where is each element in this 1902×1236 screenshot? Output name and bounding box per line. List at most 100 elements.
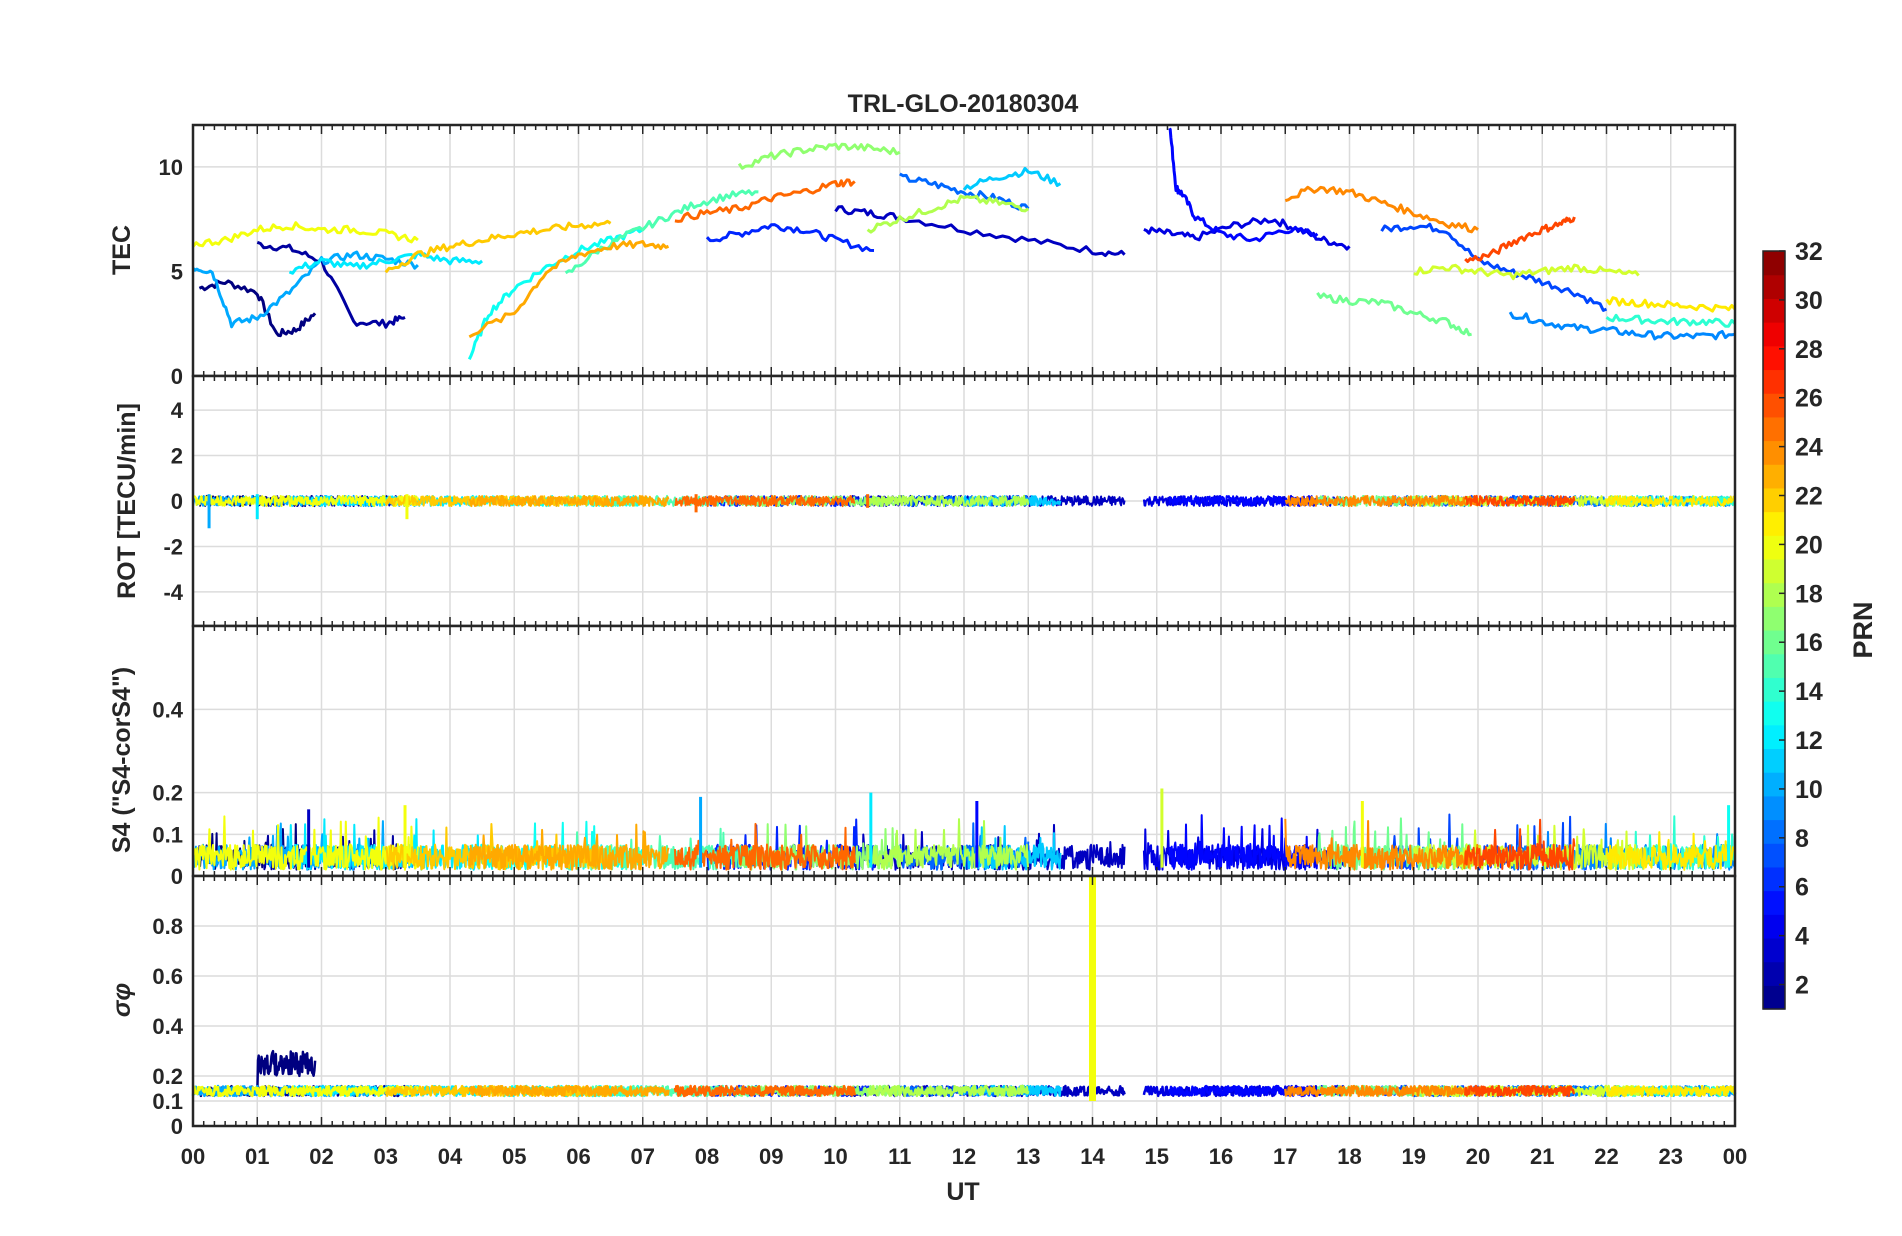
colorbar-tick-label: 14 — [1795, 678, 1823, 706]
prn-series-line — [737, 142, 901, 170]
colorbar-segment — [1763, 985, 1785, 1010]
colorbar-segment — [1763, 843, 1785, 868]
s4-panel: 0 0.1 0.2 0.4 S4 ("S4-corS4") — [108, 624, 1737, 889]
colorbar-tick-label: 6 — [1795, 874, 1809, 902]
colorbar-tick-label: 32 — [1795, 238, 1823, 266]
colorbar-segment — [1763, 535, 1785, 560]
prn-series-line — [1380, 222, 1608, 312]
prn-series-line — [1168, 127, 1319, 243]
prn-series-line — [1605, 831, 1736, 871]
prn-series-line — [1284, 494, 1479, 508]
prn-series-line — [384, 219, 612, 274]
y-tick-label: 0 — [171, 864, 183, 889]
prn-series-line — [705, 223, 875, 253]
rot-ylabel: ROT [TECU/min] — [113, 403, 141, 599]
y-tick-label: 0.2 — [152, 1064, 183, 1089]
prn-series-line — [468, 823, 670, 871]
colorbar-frame — [1762, 250, 1786, 1010]
x-tick-label: 21 — [1530, 1144, 1554, 1169]
x-tick-label: 00 — [181, 1144, 205, 1169]
prn-series-line — [1464, 818, 1576, 871]
colorbar-segment — [1763, 345, 1785, 371]
colorbar-tick-label: 10 — [1795, 776, 1823, 804]
prn-series-line — [866, 1084, 1030, 1098]
y-tick-label: -4 — [163, 580, 183, 605]
prn-series-line — [468, 240, 670, 339]
colorbar-tick-label: 24 — [1795, 434, 1823, 462]
prn-series-line — [674, 494, 856, 508]
prn-series-line — [1463, 1084, 1576, 1098]
tec-ylabel: TEC — [108, 225, 136, 275]
prn-series-line — [1605, 296, 1737, 313]
prn-series-line — [1464, 216, 1576, 263]
prn-series-line — [256, 240, 406, 329]
colorbar-segment — [1763, 748, 1785, 773]
colorbar-segment — [1763, 961, 1785, 986]
colorbar-segment — [1763, 487, 1785, 513]
colorbar-segment — [1763, 724, 1785, 750]
y-tick-label: -2 — [163, 534, 183, 559]
chart-title: TRL-GLO-20180304 — [848, 90, 1079, 118]
s4-ylabel: S4 ("S4-corS4") — [108, 667, 136, 853]
x-axis-label: UT — [946, 1178, 979, 1206]
prn-series-line — [1605, 313, 1737, 328]
x-tick-label: 18 — [1337, 1144, 1361, 1169]
colorbar-tick-label: 16 — [1795, 629, 1823, 657]
prn-series-line — [191, 250, 419, 329]
y-tick-label: 0.4 — [152, 1014, 183, 1039]
colorbar-tick-label: 8 — [1795, 825, 1809, 853]
x-tick-label: 03 — [374, 1144, 398, 1169]
y-tick-label: 5 — [171, 259, 183, 284]
prn-series-line — [1605, 1084, 1737, 1098]
colorbar-segment — [1763, 653, 1785, 678]
y-tick-label: 0.1 — [152, 822, 183, 847]
y-tick-label: 0 — [171, 489, 183, 514]
colorbar-segment — [1763, 772, 1785, 797]
colorbar-tick-label: 4 — [1795, 923, 1809, 951]
y-tick-label: 0.6 — [152, 964, 183, 989]
y-tick-label: 0.2 — [152, 781, 183, 806]
colorbar-segment — [1763, 606, 1785, 631]
sigma-phi-grid — [192, 876, 1736, 1127]
colorbar-segment — [1763, 298, 1785, 323]
prn-series-line — [1284, 1084, 1479, 1098]
prn-series-line — [1284, 185, 1479, 234]
prn-series-line — [467, 227, 644, 360]
x-tick-label: 20 — [1466, 1144, 1490, 1169]
prn-series-line — [673, 822, 856, 871]
colorbar-tick-label: 28 — [1795, 336, 1823, 364]
prn-series-line — [191, 221, 419, 248]
colorbar-segment — [1763, 890, 1785, 915]
tec-yticks: 0 5 10 — [159, 155, 183, 389]
colorbar-segment — [1763, 866, 1785, 892]
sigma-phi-lines — [191, 876, 1737, 1101]
prn-series-line — [962, 166, 1062, 191]
colorbar-segment — [1763, 440, 1785, 465]
prn-series-line — [1413, 263, 1640, 281]
prn-series-line — [834, 205, 1126, 258]
prn-series-line — [564, 189, 759, 275]
prn-series-line — [192, 494, 419, 508]
y-tick-label: 0.8 — [152, 914, 183, 939]
colorbar-tick-label: 20 — [1795, 531, 1823, 559]
x-tick-label: 13 — [1016, 1144, 1040, 1169]
colorbar-segment — [1763, 511, 1785, 536]
x-tick-label: 23 — [1659, 1144, 1683, 1169]
prn-series-line — [866, 194, 1030, 234]
x-tick-label: 14 — [1080, 1144, 1105, 1169]
colorbar-label: PRN — [1848, 601, 1878, 658]
y-tick-label: 0.1 — [152, 1089, 183, 1114]
colorbar-segment — [1763, 582, 1785, 607]
colorbar-segment — [1763, 393, 1785, 418]
prn-series-line — [866, 818, 1030, 871]
prn-series-line — [899, 172, 1030, 211]
y-tick-label: 2 — [171, 444, 183, 469]
prn-series-line — [1143, 217, 1351, 251]
prn-series-line — [468, 494, 670, 508]
prn-series-line — [963, 825, 1062, 871]
y-tick-label: 4 — [171, 398, 184, 423]
x-tick-label: 04 — [438, 1144, 463, 1169]
prn-series-line — [674, 178, 856, 223]
colorbar-segment — [1763, 322, 1785, 347]
x-tick-label: 12 — [952, 1144, 976, 1169]
